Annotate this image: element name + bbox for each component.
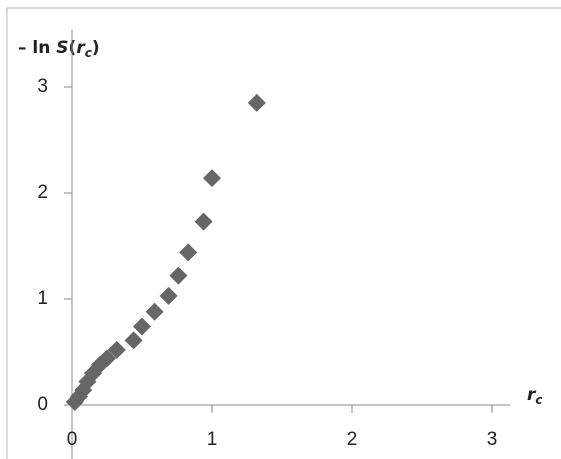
point [98,349,116,368]
x-tick-label: 2 [347,429,358,450]
y-tick-label: 2 [37,182,48,203]
point [169,266,188,285]
y-label-part: – ln [18,38,56,58]
x-tick-label: 3 [487,429,498,450]
point [159,286,178,305]
point [247,93,266,112]
point [107,340,126,359]
y-label-part: ) [92,38,100,58]
y-label-part: S [56,38,68,58]
point [124,331,143,350]
x-tick-label: 0 [67,429,78,450]
y-tick-label: 3 [37,76,48,97]
y-axis-label: – ln S(rc) [18,38,100,60]
y-label-part: c [85,46,92,60]
point [194,212,213,231]
y-tick-label: 0 [37,394,48,415]
y-label-part: r [76,38,86,58]
point [179,243,198,262]
x-label-part: c [535,393,542,407]
x-tick-label: 1 [207,429,218,450]
point [133,317,151,336]
y-tick-label: 1 [37,288,48,309]
point [203,169,221,188]
point [145,302,164,321]
plot-frame [6,7,561,459]
x-axis-label: rc [527,385,543,407]
x-label-part: r [527,385,537,405]
